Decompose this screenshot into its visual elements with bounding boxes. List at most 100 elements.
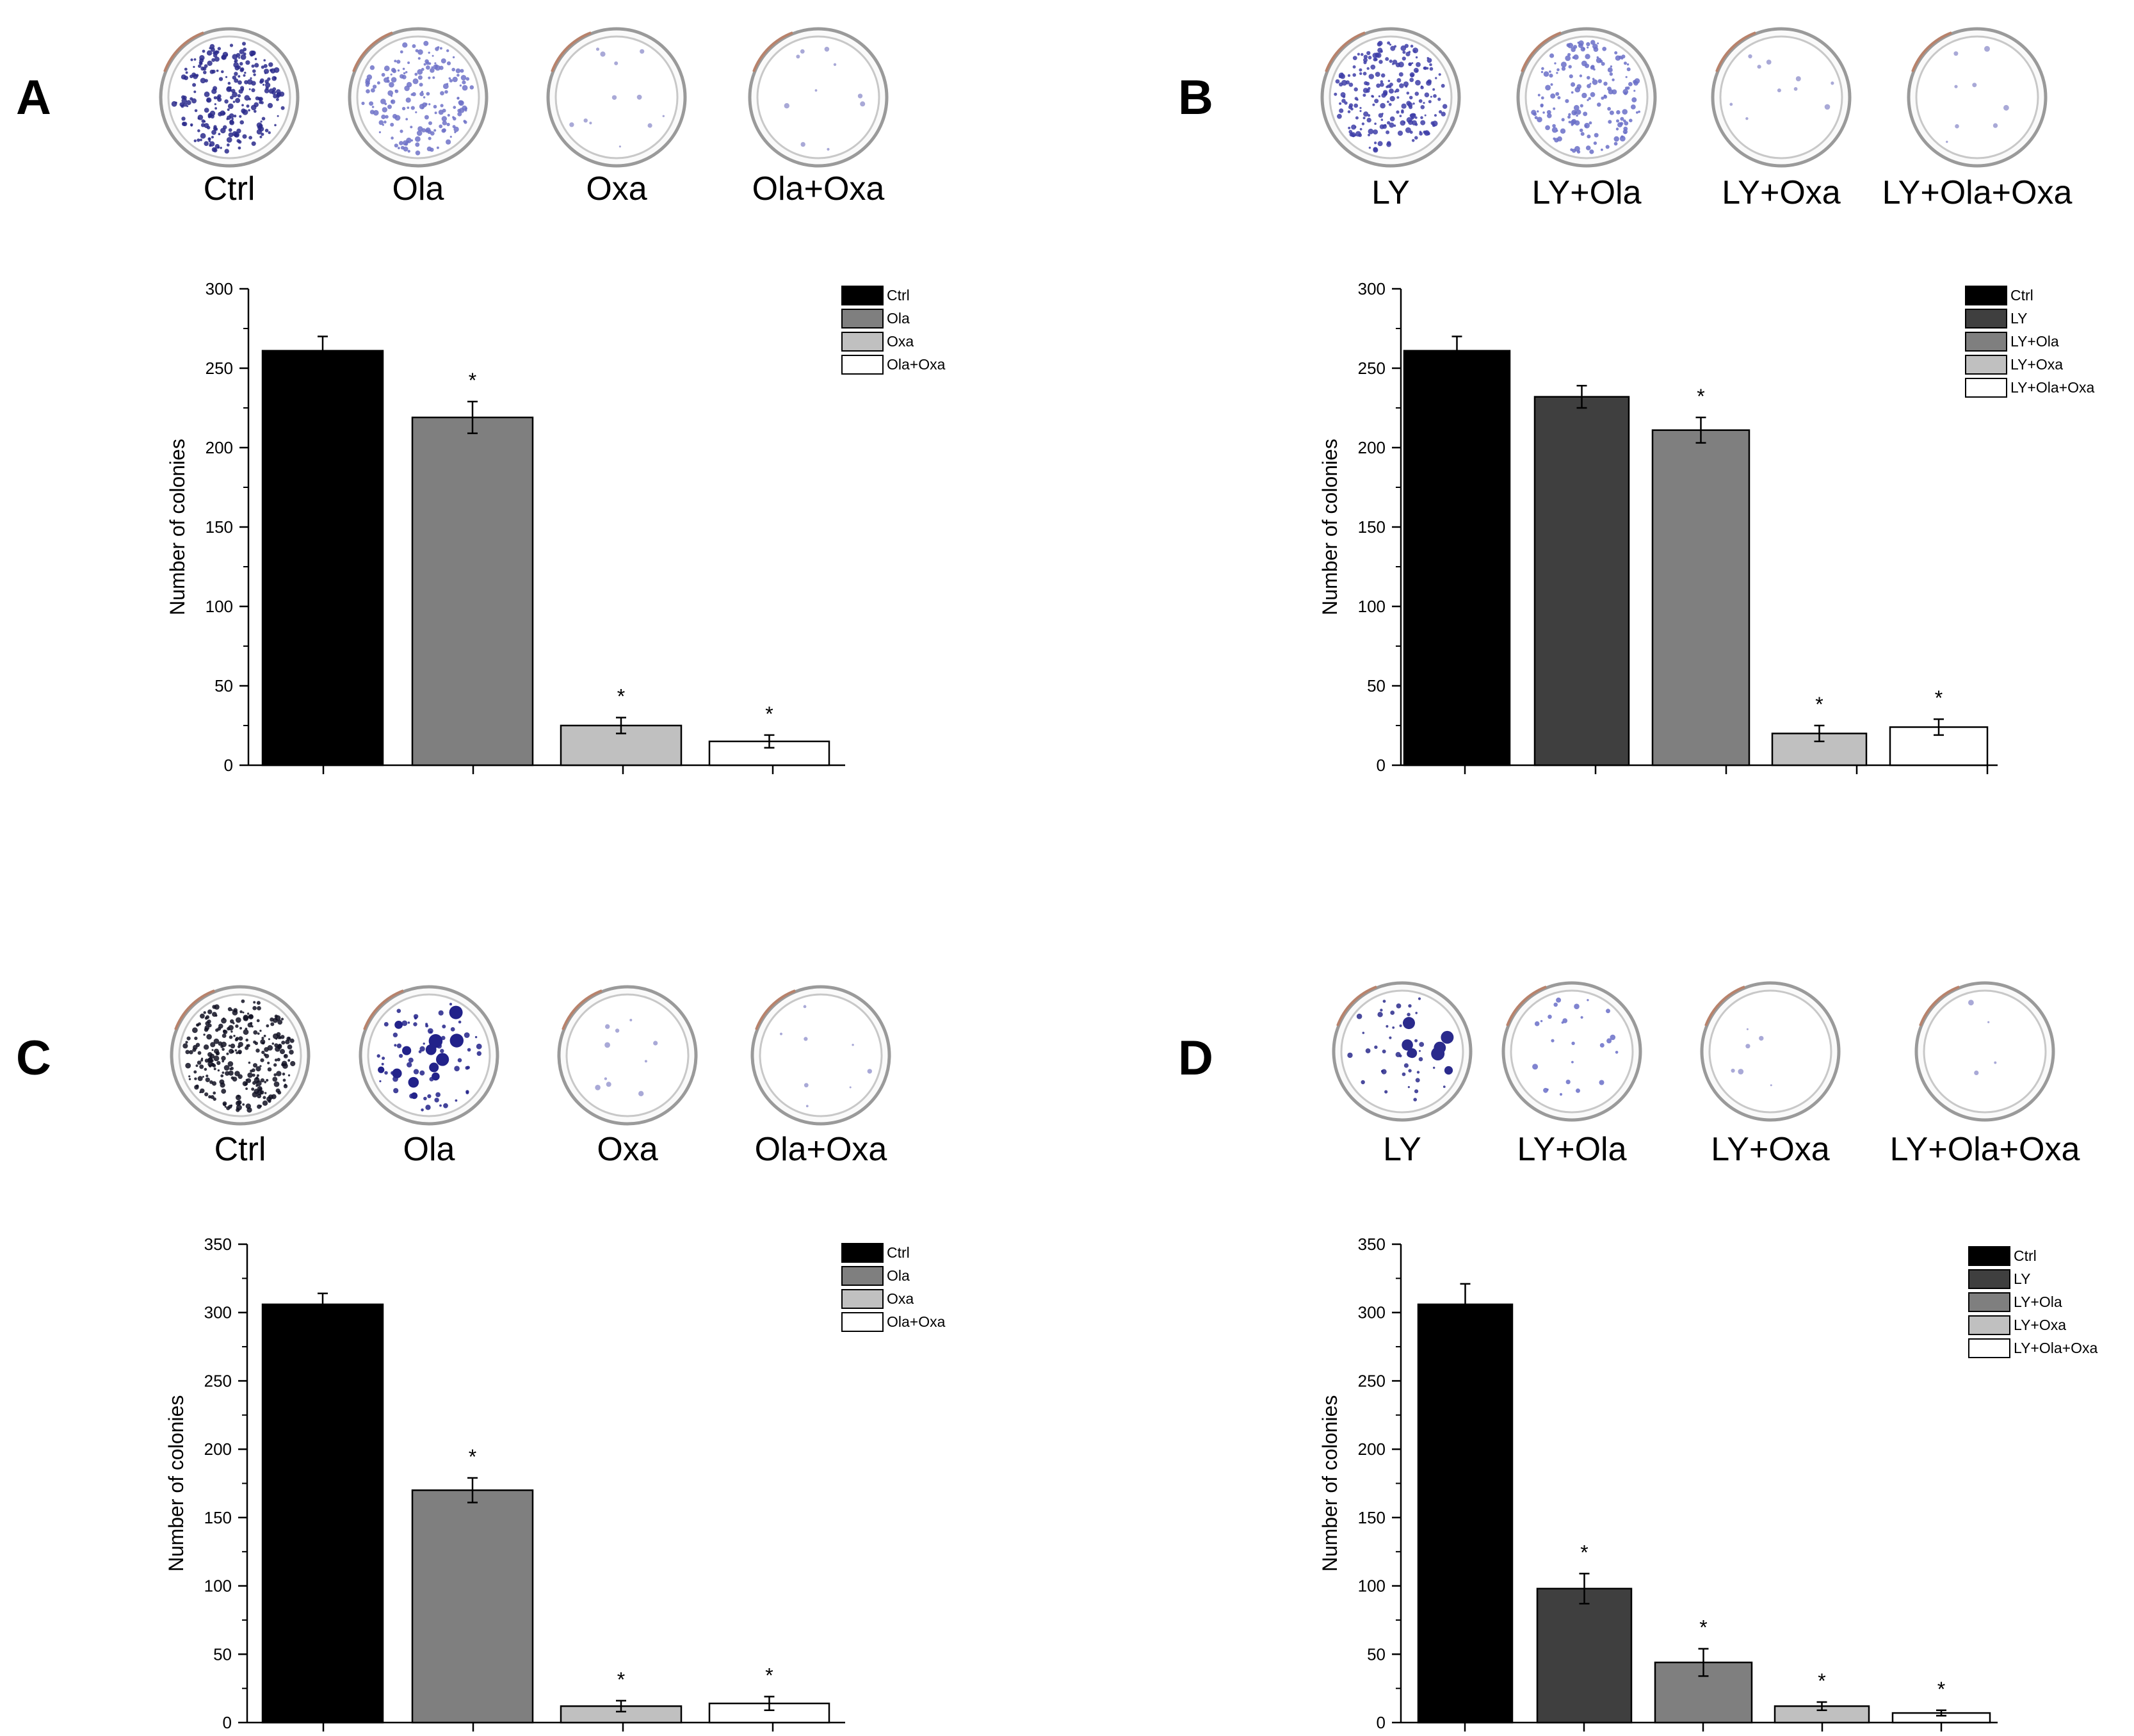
colony-dot [232,92,238,98]
colony-dot [1588,121,1592,125]
colony-dot [436,146,439,149]
colony-dot [277,115,279,117]
colony-dot [1824,104,1831,110]
colony-dot [1408,1069,1412,1073]
y-tick-label: 150 [206,517,233,537]
colony-dot [1362,1032,1365,1034]
colony-dot [214,103,216,106]
colony-dot [1626,67,1631,72]
colony-dot [195,1064,198,1067]
colony-dot [242,109,248,115]
colony-dot [193,65,195,69]
colony-dot [204,1059,209,1063]
colony-dot [217,94,222,99]
colony-dot [1389,83,1393,86]
colony-dot [457,74,460,77]
colony-dot [1399,83,1404,88]
colony-dot [264,79,269,84]
colony-dot [287,1044,293,1050]
colony-dot [595,47,600,51]
colony-dot [469,85,474,90]
colony-dot [283,1084,288,1089]
colony-dot [1560,61,1567,68]
colony-dot [1625,76,1628,78]
colony-dot [391,100,394,103]
legend-label: LY+Oxa [2014,1317,2066,1333]
colony-dot [253,73,256,76]
colony-dot [242,1011,245,1014]
colony-dot [400,50,403,54]
colony-dot [796,54,800,59]
petri-dish: Oxa [546,27,687,207]
colony-dot [1423,102,1425,104]
colony-dot [1420,116,1423,119]
colony-dot [280,106,285,110]
colony-dot [203,1011,206,1014]
petri-dish-inner [1915,35,2039,159]
colony-dot [1368,56,1372,60]
colony-dot [426,65,430,70]
colony-dot [1553,107,1556,110]
colony-dot [1415,79,1421,86]
colony-dot [238,80,242,85]
colony-dot [229,1067,232,1071]
colony-dot [1599,60,1603,63]
significance-marker: * [1818,1669,1825,1692]
colony-dot [394,143,398,148]
colony-dot [1537,93,1540,97]
colony-dot [1793,87,1798,91]
colony-dot [434,111,437,115]
colony-dot [211,136,214,139]
bar-chart: 0 50 100 150 200 250 300 350 Number of colonies *… [1318,1235,2098,1732]
colony-dot [270,68,276,74]
colony-dot [1616,110,1621,115]
colony-dot [394,60,397,63]
colony-dot [203,120,206,123]
colony-dot [1590,92,1596,97]
colony-dot [226,118,229,120]
colony-dot [426,92,430,96]
y-tick-label: 300 [206,279,233,298]
colony-dot [255,1080,262,1087]
significance-marker: * [765,1664,773,1687]
y-tick-label: 200 [206,438,233,457]
colony-dot [1409,105,1413,110]
colony-dot [1628,81,1633,86]
y-tick-label: 300 [204,1303,232,1322]
petri-dish: Ola [348,27,489,207]
colony-dot [426,61,430,65]
colony-dot [232,76,236,80]
colony-dot [1349,132,1354,137]
colony-dot [381,1062,384,1066]
colony-dot [1738,1069,1744,1075]
colony-dot [606,1082,611,1087]
colony-dot [1359,127,1362,131]
colony-dot [252,1006,257,1010]
colony-dot [181,95,186,99]
colony-dot [234,72,238,76]
colony-dot [1365,1048,1371,1053]
colony-dot [1401,103,1407,109]
legend-label: Ctrl [887,287,910,304]
petri-dish-reflection [174,989,215,1030]
colony-dot [1432,124,1435,127]
colony-dot [583,118,588,123]
colony-dot-large [432,1072,440,1081]
colony-dot [414,72,418,76]
colony-dot [458,1020,462,1024]
colony-dot [1542,111,1545,114]
colony-dot [1540,104,1544,108]
colony-dot [1442,104,1448,109]
colony-dot [426,146,432,152]
colony-dot [211,88,217,94]
colony-dot [257,1032,260,1035]
colony-dot [1574,146,1580,152]
colony-dot [1354,87,1358,92]
colony-dot [268,1038,270,1041]
colony-dot [251,64,255,68]
colony-dot [442,83,449,90]
colony-dot [1421,85,1423,88]
colony-dot [268,62,273,67]
colony-dot [248,88,251,90]
colony-dot-large [1402,1039,1413,1051]
